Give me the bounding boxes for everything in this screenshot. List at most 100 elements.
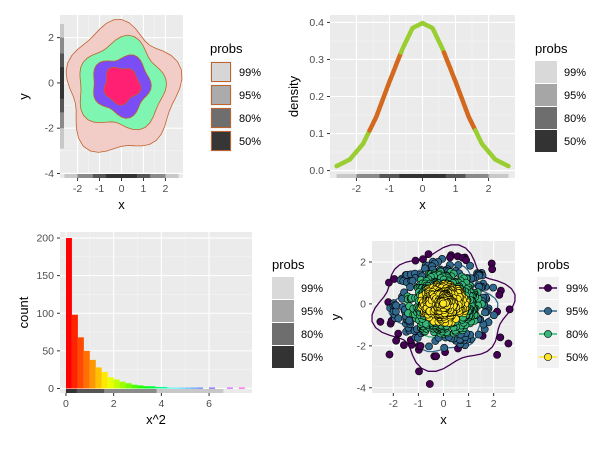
x-tick-label: -2: [73, 183, 82, 195]
scatter-point: [504, 339, 513, 348]
legend: probs 99% 95% 80% 50%: [272, 257, 323, 368]
scatter-point: [493, 350, 501, 359]
y-tick-label: -4: [357, 382, 366, 394]
x-tick-label: 0: [63, 398, 69, 410]
scatter-point: [495, 290, 504, 299]
histogram-bar: [191, 387, 198, 389]
scatter-point: [376, 317, 385, 326]
legend-key-95: [537, 300, 559, 322]
legend-key-swatch: [535, 130, 557, 152]
rug-x-50: [106, 174, 137, 178]
plot-content: [60, 19, 183, 178]
x-tick-label: -1: [95, 183, 104, 195]
density-segment-0: [334, 128, 372, 169]
x-tick-label: -2: [389, 398, 398, 410]
histogram-bar: [149, 386, 156, 389]
x-tick-label: 0: [420, 183, 426, 195]
y-tick-label: 0.4: [309, 17, 324, 29]
scatter-point: [425, 380, 434, 388]
y-axis-title: y: [328, 313, 343, 320]
legend-key-95: [210, 84, 232, 106]
scatter-point: [405, 316, 414, 325]
scatter-point: [390, 275, 399, 283]
legend-key-50: [535, 130, 557, 152]
x-tick-label: 1: [453, 183, 459, 195]
rug-x-95: [65, 389, 157, 393]
y-tick-label: -2: [357, 340, 366, 352]
scatter-point: [462, 256, 470, 265]
histogram-bar: [161, 386, 168, 389]
scatter-point: [496, 333, 505, 342]
y-axis-title: count: [16, 296, 31, 328]
scatter-point: [440, 343, 449, 352]
y-tick-label: 0: [48, 77, 54, 89]
y-tick-label: 100: [36, 308, 54, 320]
legend-label: 95%: [301, 306, 323, 318]
y-tick-label: -4: [45, 168, 54, 180]
histogram-bar: [101, 371, 108, 389]
histogram-bar: [173, 387, 180, 389]
scatter-point: [415, 367, 423, 376]
legend-label: 80%: [239, 113, 261, 125]
scatter-point: [385, 350, 394, 359]
legend-key-swatch: [535, 61, 557, 83]
legend-label: 80%: [566, 329, 588, 341]
histogram-bar: [71, 314, 78, 389]
x-tick-label: 1: [466, 398, 472, 410]
legend-label: 95%: [566, 306, 588, 318]
contour-line-0: [371, 244, 516, 372]
scatter-point: [416, 342, 425, 350]
histogram-bar: [209, 387, 216, 389]
scatter-point: [488, 265, 497, 274]
rug-x-50: [65, 389, 77, 393]
histogram-bar: [113, 379, 120, 389]
scatter-point: [489, 283, 498, 292]
x-tick-label: 0: [119, 183, 125, 195]
legend-title: probs: [210, 41, 243, 56]
axis-ticks: -2 -1 0 1 2 -4 -2 0 2: [45, 32, 169, 195]
y-tick-label: 50: [42, 345, 54, 357]
density-segment-4: [473, 128, 511, 169]
histogram-bar: [179, 387, 186, 389]
legend-key-80: [537, 323, 559, 345]
scatter-point: [432, 352, 440, 361]
legend-label: 50%: [301, 352, 323, 364]
histogram-bar: [65, 238, 72, 389]
legend-key-point: [544, 330, 552, 338]
scatter-point: [421, 264, 429, 273]
scatter-point: [439, 299, 448, 308]
x-tick-label: -2: [352, 183, 361, 195]
marginal-rug: [65, 389, 224, 393]
histogram-bar: [155, 386, 162, 389]
legend-key-80: [272, 323, 294, 345]
x-tick-label: 4: [158, 398, 164, 410]
legend-label: 50%: [566, 352, 588, 364]
legend-key-swatch: [211, 85, 231, 105]
y-tick-label: 2: [360, 256, 366, 268]
scatter-point: [392, 301, 400, 310]
legend-key-99: [272, 277, 294, 299]
scatter-point: [466, 261, 474, 270]
scatter-point: [406, 283, 414, 292]
scatter-point: [392, 336, 400, 345]
y-tick-label: 0.3: [309, 54, 324, 66]
rug-x-50: [399, 174, 446, 178]
legend-key-95: [272, 300, 294, 322]
scatter-point: [481, 308, 489, 317]
histogram-bar: [238, 387, 245, 389]
legend-key-swatch: [272, 323, 294, 345]
legend-key-95: [535, 84, 557, 106]
histogram-bar: [185, 387, 192, 389]
legend-label: 80%: [564, 113, 586, 125]
legend: probs 99% 95% 80% 50%: [535, 41, 586, 152]
legend-key-swatch: [211, 62, 231, 82]
legend-key-99: [537, 277, 559, 299]
contour-region-50: [103, 66, 142, 106]
legend-key-swatch: [535, 84, 557, 106]
x-axis-title: x: [440, 412, 447, 427]
density-segment-1: [367, 50, 404, 133]
legend-title: probs: [272, 257, 305, 272]
contour-chart: -2 -1 0 1 2 -4 -2 0 2 x y probs 99% 95% 80% 50%: [16, 15, 261, 212]
scatter-point: [505, 305, 514, 314]
histogram-bar: [77, 337, 84, 389]
